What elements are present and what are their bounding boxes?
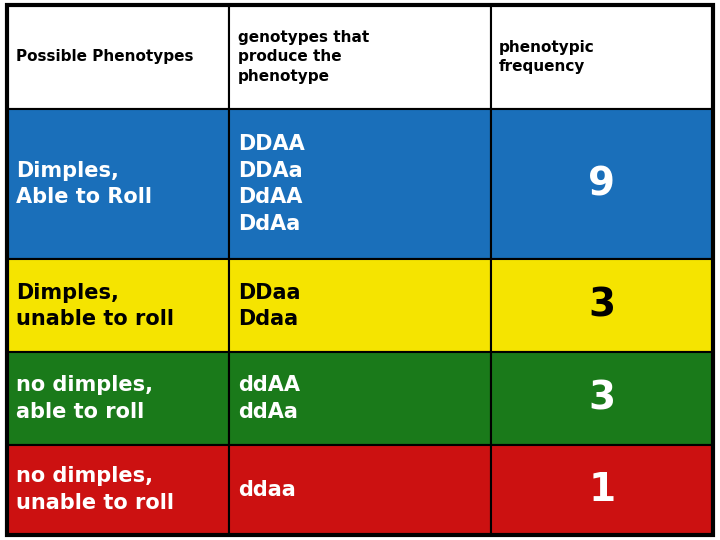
Text: Possible Phenotypes: Possible Phenotypes [16,50,194,64]
Bar [490,5,713,109]
Bar [7,352,230,444]
Bar [230,5,490,109]
Text: Dimples,
unable to roll: Dimples, unable to roll [16,282,174,329]
Text: 3: 3 [588,379,615,417]
Bar [490,444,713,535]
Text: 3: 3 [588,287,615,325]
Text: phenotypic
frequency: phenotypic frequency [499,39,595,75]
Text: no dimples,
able to roll: no dimples, able to roll [16,375,153,422]
Bar [490,109,713,259]
Bar [230,352,490,444]
Bar [7,109,230,259]
Bar [490,352,713,444]
Text: DDaa
Ddaa: DDaa Ddaa [238,282,301,329]
Bar [230,109,490,259]
Text: ddAA
ddAa: ddAA ddAa [238,375,300,422]
Bar [7,444,230,535]
Text: no dimples,
unable to roll: no dimples, unable to roll [16,467,174,513]
Bar [230,259,490,352]
Text: ddaa: ddaa [238,480,296,500]
Text: Dimples,
Able to Roll: Dimples, Able to Roll [16,161,152,207]
Text: genotypes that
produce the
phenotype: genotypes that produce the phenotype [238,30,369,84]
Bar [490,259,713,352]
Text: 1: 1 [588,471,615,509]
Bar [7,259,230,352]
Bar [7,5,230,109]
Text: DDAA
DDAa
DdAA
DdAa: DDAA DDAa DdAA DdAa [238,134,305,234]
Text: 9: 9 [588,165,615,203]
Bar [230,444,490,535]
